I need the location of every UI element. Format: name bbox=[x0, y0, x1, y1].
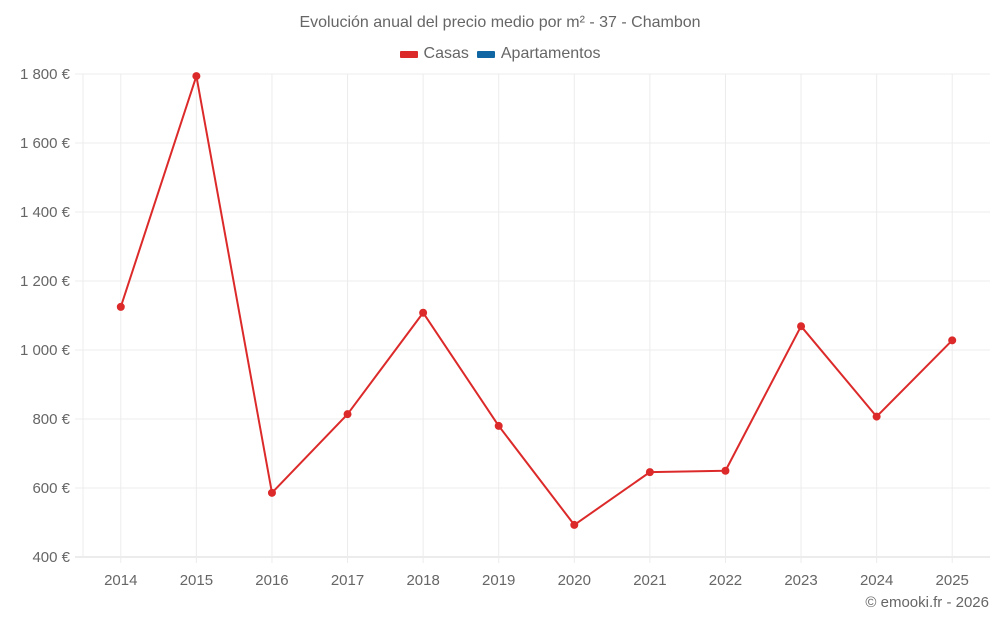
x-tick-label: 2015 bbox=[180, 572, 213, 589]
x-tick-label: 2021 bbox=[633, 572, 666, 589]
data-point[interactable] bbox=[267, 488, 276, 497]
series-line bbox=[119, 75, 953, 526]
y-tick-label: 1 800 € bbox=[20, 66, 71, 83]
x-tick-label: 2017 bbox=[331, 572, 364, 589]
data-point[interactable] bbox=[570, 520, 579, 529]
legend-item-casas[interactable]: Casas bbox=[399, 45, 469, 63]
y-tick-label: 1 400 € bbox=[20, 204, 71, 221]
x-tick-label: 2022 bbox=[709, 572, 742, 589]
x-tick-label: 2023 bbox=[784, 572, 817, 589]
apartamentos-swatch-icon bbox=[476, 50, 495, 58]
x-tick-label: 2014 bbox=[104, 572, 137, 589]
legend-label-apartamentos: Apartamentos bbox=[500, 45, 601, 62]
data-point[interactable] bbox=[419, 308, 428, 317]
x-tick-label: 2020 bbox=[558, 572, 591, 589]
data-point[interactable] bbox=[797, 322, 806, 331]
legend-item-apartamentos[interactable]: Apartamentos bbox=[476, 45, 601, 63]
x-tick-label: 2019 bbox=[482, 572, 515, 589]
legend: Casas Apartamentos bbox=[0, 45, 1000, 63]
data-point[interactable] bbox=[645, 468, 654, 477]
data-point[interactable] bbox=[343, 410, 352, 419]
y-tick-label: 600 € bbox=[32, 480, 70, 497]
copyright-credit: © emooki.fr - 2026 bbox=[865, 594, 989, 611]
x-tick-label: 2024 bbox=[860, 572, 893, 589]
data-point[interactable] bbox=[948, 336, 957, 345]
y-tick-label: 1 200 € bbox=[20, 273, 71, 290]
x-tick-label: 2025 bbox=[936, 572, 969, 589]
data-point[interactable] bbox=[872, 412, 881, 421]
x-axis: 2014 2015 2016 2017 2018 2019 2020 2021 2022 2023… bbox=[104, 572, 969, 589]
y-axis: 400 € 600 € 800 € 1 000 € 1 200 € 1 400 € 1 60… bbox=[20, 66, 71, 566]
x-tick-label: 2018 bbox=[406, 572, 439, 589]
y-tick-label: 1 600 € bbox=[20, 135, 71, 152]
legend-label-casas: Casas bbox=[423, 45, 469, 62]
data-point[interactable] bbox=[192, 72, 201, 81]
series-casas bbox=[116, 72, 957, 529]
y-tick-label: 1 000 € bbox=[20, 342, 71, 359]
data-point[interactable] bbox=[116, 302, 125, 311]
x-tick-label: 2016 bbox=[255, 572, 288, 589]
y-tick-label: 800 € bbox=[32, 411, 70, 428]
grid-lines bbox=[75, 73, 990, 563]
chart-title: Evolución anual del precio medio por m² … bbox=[299, 14, 701, 31]
casas-swatch-icon bbox=[399, 50, 418, 58]
data-point[interactable] bbox=[721, 466, 730, 475]
data-point[interactable] bbox=[494, 421, 503, 430]
y-tick-label: 400 € bbox=[32, 549, 70, 566]
